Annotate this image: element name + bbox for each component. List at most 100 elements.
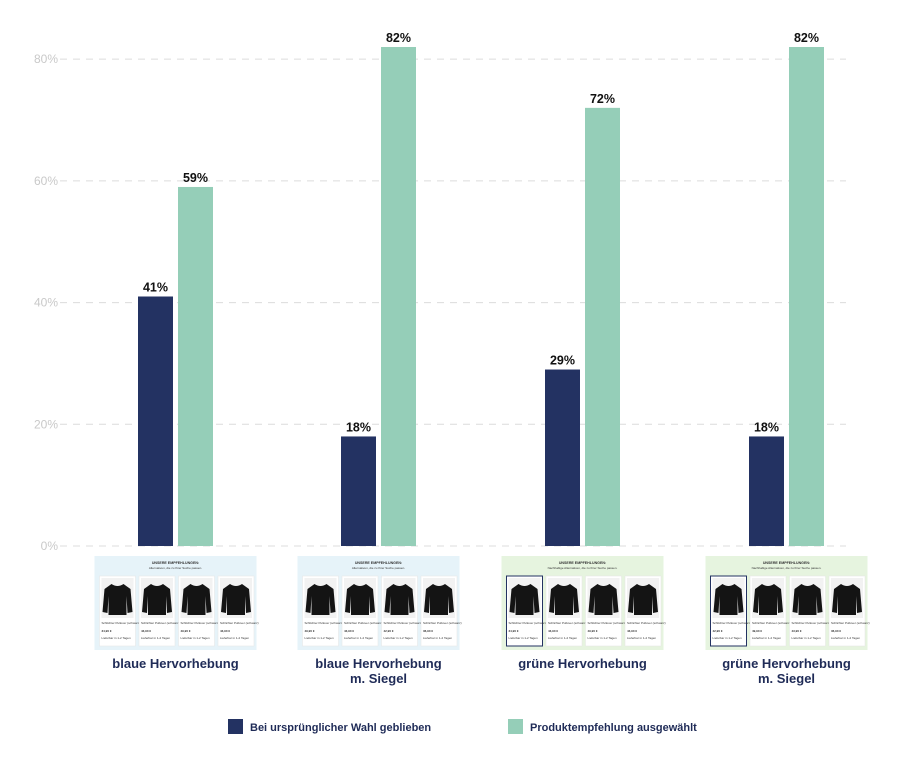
sweater-icon (142, 584, 172, 615)
legend: Bei ursprünglicher Wahl geblieben Produkt… (228, 719, 697, 734)
product-delivery: Lieferbar in 1-2 Tagen (305, 636, 334, 640)
category-label: m. Siegel (758, 671, 815, 686)
product-name: Schlichter Pullover (schwarz) (713, 621, 752, 625)
product-name: Schlichter Pullover (schwarz) (588, 621, 627, 625)
sweater-icon (753, 584, 783, 615)
product-name: Schlichter Pullover (schwarz) (141, 621, 180, 625)
recommendation-thumbnail: UNSERE EMPFEHLUNGEN:Alternativen, die zu… (94, 556, 259, 650)
thumbnail-subtitle: Nachhaltige Alternativen, die zu Ihrer S… (752, 566, 822, 570)
product-delivery: Lieferbar in 1-2 Tagen (423, 636, 452, 640)
sweater-icon (509, 584, 540, 615)
y-tick-label: 0% (41, 539, 59, 553)
product-delivery: Lieferbar in 1-2 Tagen (384, 636, 413, 640)
product-delivery: Lieferbar in 1-2 Tagen (713, 636, 742, 640)
product-price: 36,90 € (423, 629, 433, 633)
product-name: Schlichter Pullover (schwarz) (384, 621, 423, 625)
recommendation-thumbnail: UNSERE EMPFEHLUNGEN:Nachhaltige Alternat… (705, 556, 870, 650)
y-tick-label: 40% (34, 296, 58, 310)
category-label: blaue Hervorhebung (112, 656, 238, 671)
data-label: 59% (183, 171, 208, 185)
data-label: 72% (590, 92, 615, 106)
category-label: grüne Hervorhebung (722, 656, 851, 671)
product-price: 49,90 € (752, 629, 762, 633)
product-price: 34,90 € (102, 629, 112, 633)
data-label: 18% (754, 420, 779, 434)
product-name: Schlichter Pullover (schwarz) (548, 621, 587, 625)
thumbnail-title: UNSERE EMPFEHLUNGEN: (763, 561, 810, 565)
product-price: 43,90 € (792, 629, 802, 633)
data-label: 82% (794, 31, 819, 45)
product-name: Schlichter Pullover (schwarz) (220, 621, 259, 625)
product-name: Schlichter Pullover (schwarz) (305, 621, 344, 625)
category-label: grüne Hervorhebung (518, 656, 647, 671)
recommendation-thumbnail: UNSERE EMPFEHLUNGEN:Nachhaltige Alternat… (501, 556, 666, 650)
product-price: 42,90 € (713, 629, 723, 633)
sweater-icon (424, 584, 454, 615)
y-tick-label: 60% (34, 174, 58, 188)
product-price: 43,90 € (627, 629, 637, 633)
bar-recommendation (381, 47, 416, 546)
sweater-icon (305, 584, 336, 615)
sweater-icon (832, 584, 862, 615)
sweater-icon (345, 584, 375, 615)
sweater-icon (549, 584, 579, 615)
product-price: 49,90 € (181, 629, 191, 633)
legend-label: Produktempfehlung ausgewählt (530, 722, 697, 734)
thumbnail-subtitle: Nachhaltige Alternativen, die zu Ihrer S… (548, 566, 618, 570)
product-delivery: Lieferbar in 1-2 Tagen (792, 636, 821, 640)
data-label: 18% (346, 420, 371, 434)
data-label: 29% (550, 354, 575, 368)
y-tick-label: 80% (34, 52, 58, 66)
bar-original-choice (749, 436, 784, 546)
product-delivery: Lieferbar in 1-2 Tagen (548, 636, 577, 640)
recommendation-thumbnail: UNSERE EMPFEHLUNGEN:Alternativen, die zu… (297, 556, 462, 650)
product-name: Schlichter Pullover (schwarz) (752, 621, 791, 625)
sweater-icon (102, 584, 133, 615)
product-name: Schlichter Pullover (schwarz) (102, 621, 141, 625)
product-delivery: Lieferbar in 1-2 Tagen (509, 636, 538, 640)
sweater-icon (221, 584, 251, 615)
sweater-icon (792, 584, 823, 615)
product-delivery: Lieferbar in 1-2 Tagen (220, 636, 249, 640)
category-label: m. Siegel (350, 671, 407, 686)
product-delivery: Lieferbar in 1-2 Tagen (752, 636, 781, 640)
product-price: 49,90 € (305, 629, 315, 633)
product-price: 34,90 € (509, 629, 519, 633)
sweater-icon (628, 584, 658, 615)
legend-swatch-recommendation (508, 719, 523, 734)
product-price: 36,90 € (831, 629, 841, 633)
legend-label: Bei ursprünglicher Wahl geblieben (250, 722, 431, 734)
product-price: 42,90 € (384, 629, 394, 633)
thumbnail-title: UNSERE EMPFEHLUNGEN: (355, 561, 402, 565)
thumbnail-title: UNSERE EMPFEHLUNGEN: (559, 561, 606, 565)
thumbnail-title: UNSERE EMPFEHLUNGEN: (152, 561, 199, 565)
bar-recommendation (585, 107, 620, 546)
product-name: Schlichter Pullover (schwarz) (792, 621, 831, 625)
y-tick-label: 20% (34, 417, 58, 431)
product-delivery: Lieferbar in 1-2 Tagen (102, 636, 131, 640)
bar-original-choice (138, 296, 173, 546)
sweater-icon (384, 584, 415, 615)
thumbnail-subtitle: Alternativen, die zu Ihrer Suche passen. (149, 566, 202, 570)
product-price: 43,90 € (548, 629, 558, 633)
product-name: Schlichter Pullover (schwarz) (627, 621, 666, 625)
category-label: blaue Hervorhebung (315, 656, 441, 671)
product-price: 43,90 € (344, 629, 354, 633)
bar-recommendation (178, 186, 213, 546)
data-label: 41% (143, 281, 168, 295)
product-name: Schlichter Pullover (schwarz) (344, 621, 383, 625)
product-delivery: Lieferbar in 1-2 Tagen (627, 636, 656, 640)
product-delivery: Lieferbar in 1-2 Tagen (831, 636, 860, 640)
sweater-icon (181, 584, 212, 615)
product-delivery: Lieferbar in 1-2 Tagen (344, 636, 373, 640)
product-price: 43,90 € (141, 629, 151, 633)
product-price: 43,90 € (220, 629, 230, 633)
product-name: Schlichter Pullover (schwarz) (509, 621, 548, 625)
sweater-icon (588, 584, 619, 615)
thumbnail-subtitle: Alternativen, die zu Ihrer Suche passen. (352, 566, 405, 570)
product-delivery: Lieferbar in 1-2 Tagen (141, 636, 170, 640)
product-delivery: Lieferbar in 1-2 Tagen (588, 636, 617, 640)
product-name: Schlichter Pullover (schwarz) (423, 621, 462, 625)
sweater-icon (713, 584, 744, 615)
